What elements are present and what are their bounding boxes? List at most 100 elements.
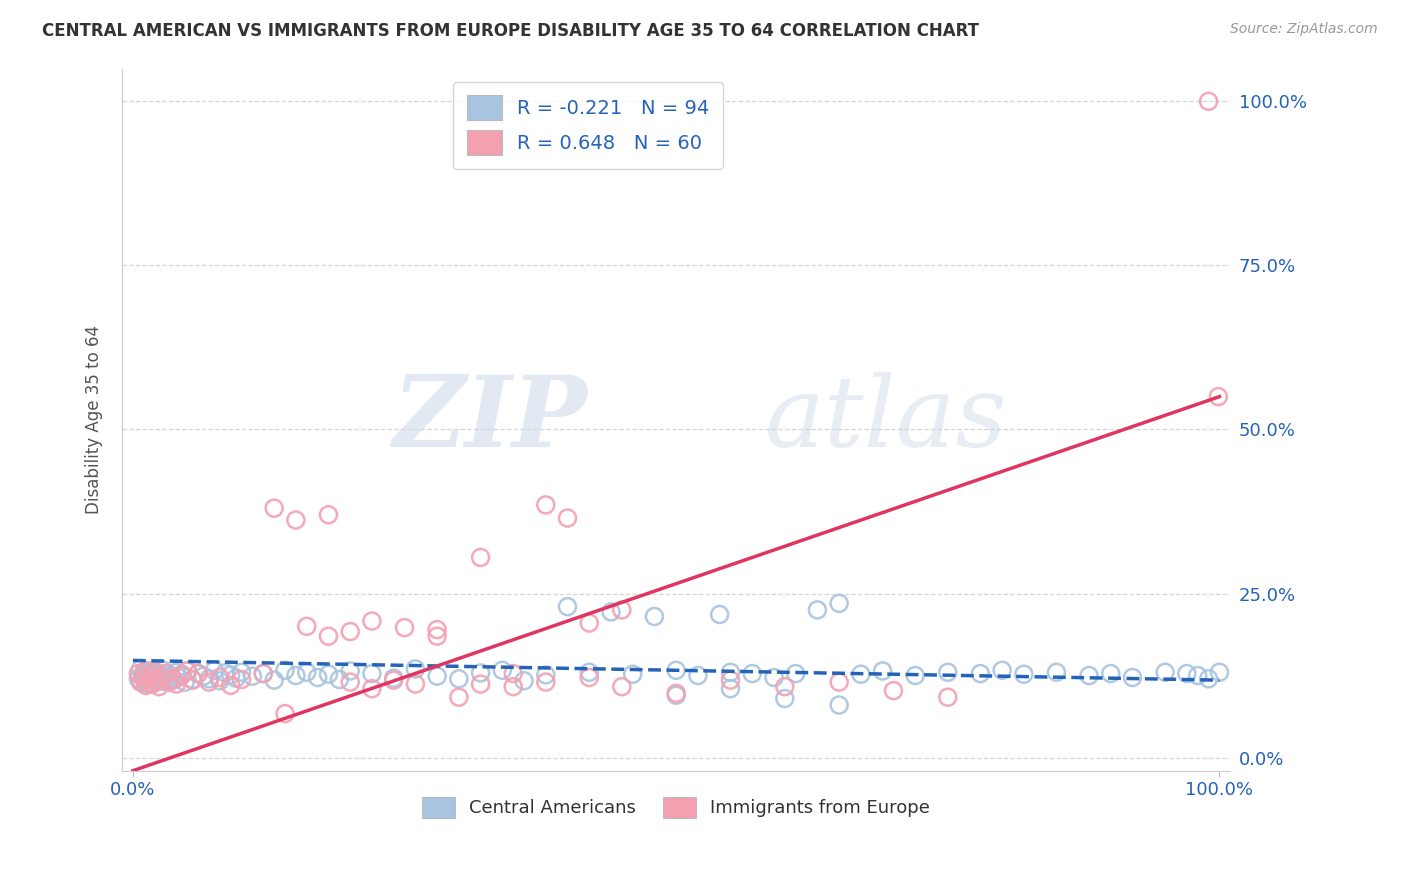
Point [806, 603, 828, 617]
Point [470, 665, 492, 680]
Point [157, 672, 180, 686]
Point [773, 680, 796, 694]
Point [174, 675, 197, 690]
Point [181, 673, 204, 687]
Point [534, 668, 557, 682]
Point [165, 665, 187, 680]
Point [136, 677, 159, 691]
Point [176, 664, 198, 678]
Point [447, 672, 470, 686]
Point [318, 629, 340, 643]
Point [470, 550, 492, 565]
Point [187, 666, 209, 681]
Point [426, 669, 449, 683]
Point [534, 675, 557, 690]
Point [741, 666, 763, 681]
Point [762, 671, 785, 685]
Point [502, 680, 524, 694]
Point [142, 665, 165, 679]
Point [720, 673, 742, 687]
Point [284, 513, 307, 527]
Point [263, 501, 285, 516]
Point [328, 673, 350, 687]
Point [307, 671, 329, 685]
Point [643, 609, 665, 624]
Point [162, 673, 184, 687]
Point [219, 668, 242, 682]
Text: CENTRAL AMERICAN VS IMMIGRANTS FROM EUROPE DISABILITY AGE 35 TO 64 CORRELATION C: CENTRAL AMERICAN VS IMMIGRANTS FROM EURO… [42, 22, 979, 40]
Point [170, 667, 193, 681]
Point [242, 669, 264, 683]
Point [146, 665, 169, 680]
Point [284, 668, 307, 682]
Point [1121, 671, 1143, 685]
Point [600, 605, 623, 619]
Point [1175, 666, 1198, 681]
Point [513, 673, 536, 688]
Point [165, 677, 187, 691]
Point [1045, 665, 1067, 680]
Point [181, 673, 204, 687]
Point [1154, 665, 1177, 680]
Point [198, 675, 221, 690]
Point [1208, 390, 1230, 404]
Point [141, 676, 163, 690]
Point [131, 671, 153, 685]
Point [318, 508, 340, 522]
Point [141, 668, 163, 682]
Point [720, 681, 742, 696]
Point [131, 675, 153, 690]
Point [139, 668, 162, 682]
Point [143, 665, 166, 680]
Point [447, 690, 470, 705]
Point [193, 669, 215, 683]
Point [150, 671, 173, 685]
Point [686, 668, 709, 682]
Point [1012, 667, 1035, 681]
Y-axis label: Disability Age 35 to 64: Disability Age 35 to 64 [86, 325, 103, 514]
Point [394, 621, 416, 635]
Point [149, 667, 172, 681]
Point [1208, 665, 1230, 680]
Point [361, 681, 384, 696]
Point [263, 673, 285, 687]
Point [167, 671, 190, 685]
Point [146, 671, 169, 685]
Point [665, 688, 688, 702]
Point [339, 624, 361, 639]
Point [936, 665, 959, 680]
Point [849, 667, 872, 681]
Point [252, 666, 274, 681]
Point [621, 667, 644, 681]
Point [231, 665, 253, 680]
Point [132, 665, 155, 680]
Point [127, 666, 149, 681]
Point [610, 603, 633, 617]
Legend: Central Americans, Immigrants from Europe: Central Americans, Immigrants from Europ… [415, 789, 938, 825]
Point [557, 599, 579, 614]
Point [339, 664, 361, 678]
Point [157, 675, 180, 690]
Point [129, 675, 152, 690]
Text: Source: ZipAtlas.com: Source: ZipAtlas.com [1230, 22, 1378, 37]
Point [135, 671, 157, 685]
Point [141, 677, 163, 691]
Point [295, 619, 318, 633]
Point [969, 666, 991, 681]
Point [143, 669, 166, 683]
Point [274, 706, 297, 721]
Point [146, 673, 169, 687]
Point [176, 664, 198, 678]
Point [404, 662, 426, 676]
Point [160, 668, 183, 682]
Point [382, 671, 405, 685]
Point [557, 511, 579, 525]
Text: ZIP: ZIP [392, 371, 588, 468]
Point [136, 666, 159, 681]
Point [318, 667, 340, 681]
Point [219, 678, 242, 692]
Point [785, 666, 807, 681]
Point [872, 664, 894, 678]
Point [773, 691, 796, 706]
Point [828, 698, 851, 712]
